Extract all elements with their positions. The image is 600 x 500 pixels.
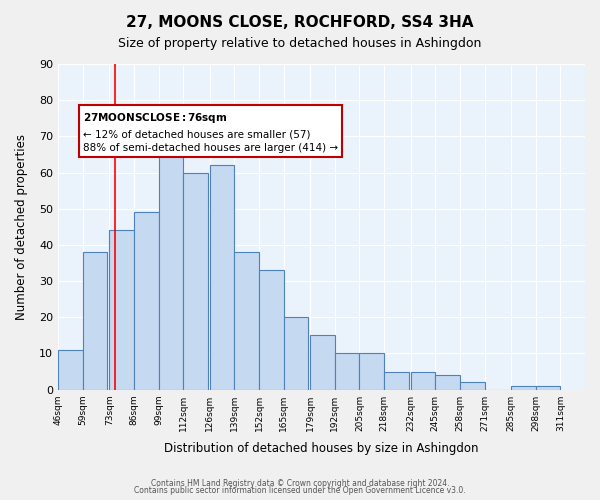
Bar [58, 350, 83, 390]
Bar [536, 386, 560, 390]
Bar [511, 386, 536, 390]
Bar [359, 354, 384, 390]
Y-axis label: Number of detached properties: Number of detached properties [15, 134, 28, 320]
Bar [435, 375, 460, 390]
Bar [210, 166, 235, 390]
Bar [310, 336, 335, 390]
Bar [158, 132, 183, 390]
Bar [460, 382, 485, 390]
Text: $\bf{27 MOONS CLOSE: 76sqm}$
← 12% of detached houses are smaller (57)
88% of se: $\bf{27 MOONS CLOSE: 76sqm}$ ← 12% of de… [83, 111, 338, 153]
Bar [183, 172, 208, 390]
Text: Contains HM Land Registry data © Crown copyright and database right 2024.: Contains HM Land Registry data © Crown c… [151, 478, 449, 488]
Bar [83, 252, 107, 390]
Text: Contains public sector information licensed under the Open Government Licence v3: Contains public sector information licen… [134, 486, 466, 495]
Bar [134, 212, 158, 390]
Bar [235, 252, 259, 390]
Bar [384, 372, 409, 390]
Bar [410, 372, 435, 390]
X-axis label: Distribution of detached houses by size in Ashingdon: Distribution of detached houses by size … [164, 442, 479, 455]
Bar [284, 318, 308, 390]
Bar [259, 270, 284, 390]
Bar [335, 354, 359, 390]
Bar [109, 230, 134, 390]
Text: Size of property relative to detached houses in Ashingdon: Size of property relative to detached ho… [118, 38, 482, 51]
Text: 27, MOONS CLOSE, ROCHFORD, SS4 3HA: 27, MOONS CLOSE, ROCHFORD, SS4 3HA [126, 15, 474, 30]
